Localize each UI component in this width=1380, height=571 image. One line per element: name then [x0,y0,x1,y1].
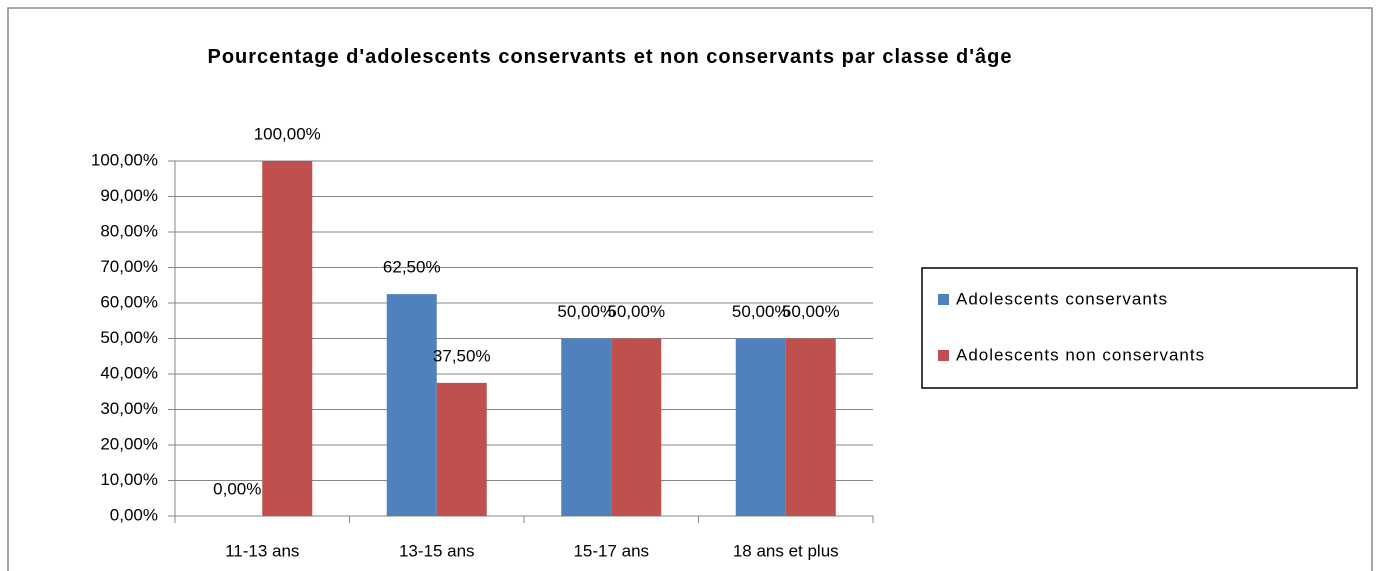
legend-swatch [938,350,949,361]
legend-box [921,267,1358,389]
data-label: 50,00% [732,302,790,321]
bar [735,338,786,516]
data-label: 50,00% [782,302,840,321]
bar [436,382,487,516]
y-tick-label: 30,00% [100,399,158,418]
data-label: 50,00% [557,302,615,321]
data-label: 62,50% [383,258,441,277]
y-tick-label: 60,00% [100,292,158,311]
x-tick-label: 13-15 ans [399,541,475,560]
bar [262,161,313,516]
y-tick-label: 90,00% [100,186,158,205]
legend-swatch [938,294,949,305]
data-label: 0,00% [213,479,261,498]
x-tick-label: 11-13 ans [225,541,299,560]
bar [785,338,836,516]
data-label: 100,00% [254,124,321,143]
data-label: 37,50% [433,346,491,365]
bar [611,338,662,516]
y-tick-label: 10,00% [100,470,158,489]
x-tick-label: 15-17 ans [573,541,649,560]
y-tick-label: 50,00% [100,328,158,347]
y-tick-label: 0,00% [110,505,158,524]
chart-title: Pourcentage d'adolescents conservants et… [207,46,1013,68]
legend-label: Adolescents non conservants [956,345,1205,364]
y-tick-label: 100,00% [91,150,158,169]
bar [561,338,612,516]
y-tick-label: 80,00% [100,221,158,240]
y-tick-label: 20,00% [100,434,158,453]
y-tick-label: 40,00% [100,363,158,382]
data-label: 50,00% [607,302,665,321]
y-tick-label: 70,00% [100,257,158,276]
bar [386,294,437,516]
x-tick-label: 18 ans et plus [733,541,839,560]
legend-label: Adolescents conservants [956,289,1168,308]
